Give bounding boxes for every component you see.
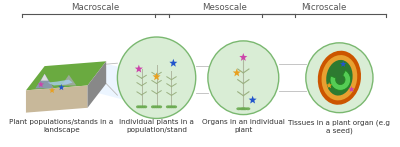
Ellipse shape xyxy=(246,107,250,110)
Ellipse shape xyxy=(236,107,241,110)
Ellipse shape xyxy=(140,105,144,108)
Polygon shape xyxy=(340,61,346,67)
Text: Organs in an individual
plant: Organs in an individual plant xyxy=(202,119,285,133)
Polygon shape xyxy=(62,75,76,86)
Ellipse shape xyxy=(326,60,353,96)
Ellipse shape xyxy=(168,105,172,108)
Ellipse shape xyxy=(142,105,145,108)
Ellipse shape xyxy=(170,105,173,108)
Polygon shape xyxy=(48,80,73,86)
Ellipse shape xyxy=(153,105,156,108)
Polygon shape xyxy=(38,81,44,87)
Polygon shape xyxy=(88,64,144,100)
Ellipse shape xyxy=(173,105,177,108)
Polygon shape xyxy=(35,74,54,88)
Polygon shape xyxy=(330,70,350,90)
Polygon shape xyxy=(41,74,48,81)
Polygon shape xyxy=(26,61,106,90)
Text: Plant populations/stands in a
landscape: Plant populations/stands in a landscape xyxy=(9,119,114,133)
Polygon shape xyxy=(233,69,241,76)
Text: Macroscale: Macroscale xyxy=(71,3,120,12)
Ellipse shape xyxy=(155,105,158,108)
Polygon shape xyxy=(152,72,160,80)
Polygon shape xyxy=(169,59,177,67)
Circle shape xyxy=(117,37,196,118)
Ellipse shape xyxy=(241,107,246,110)
Polygon shape xyxy=(249,96,257,104)
Ellipse shape xyxy=(166,105,170,108)
Text: Individual plants in a
population/stand: Individual plants in a population/stand xyxy=(119,119,194,133)
Polygon shape xyxy=(58,84,64,90)
Text: Tissues in a plant organ (e.g
a seed): Tissues in a plant organ (e.g a seed) xyxy=(288,119,390,134)
Ellipse shape xyxy=(136,105,140,108)
Ellipse shape xyxy=(243,107,248,110)
Ellipse shape xyxy=(144,105,147,108)
Polygon shape xyxy=(135,65,143,72)
Text: Mesoscale: Mesoscale xyxy=(202,3,247,12)
Ellipse shape xyxy=(138,105,142,108)
Ellipse shape xyxy=(151,105,155,108)
Polygon shape xyxy=(26,86,88,113)
Ellipse shape xyxy=(156,105,160,108)
Ellipse shape xyxy=(158,105,162,108)
Ellipse shape xyxy=(172,105,175,108)
Ellipse shape xyxy=(322,55,357,100)
Polygon shape xyxy=(348,86,355,92)
Ellipse shape xyxy=(318,51,361,105)
Ellipse shape xyxy=(239,107,244,110)
Polygon shape xyxy=(239,53,247,61)
Polygon shape xyxy=(49,87,55,93)
Circle shape xyxy=(306,43,373,113)
Polygon shape xyxy=(88,61,106,108)
Text: Microscale: Microscale xyxy=(301,3,347,12)
Circle shape xyxy=(208,41,279,115)
Polygon shape xyxy=(326,82,332,88)
